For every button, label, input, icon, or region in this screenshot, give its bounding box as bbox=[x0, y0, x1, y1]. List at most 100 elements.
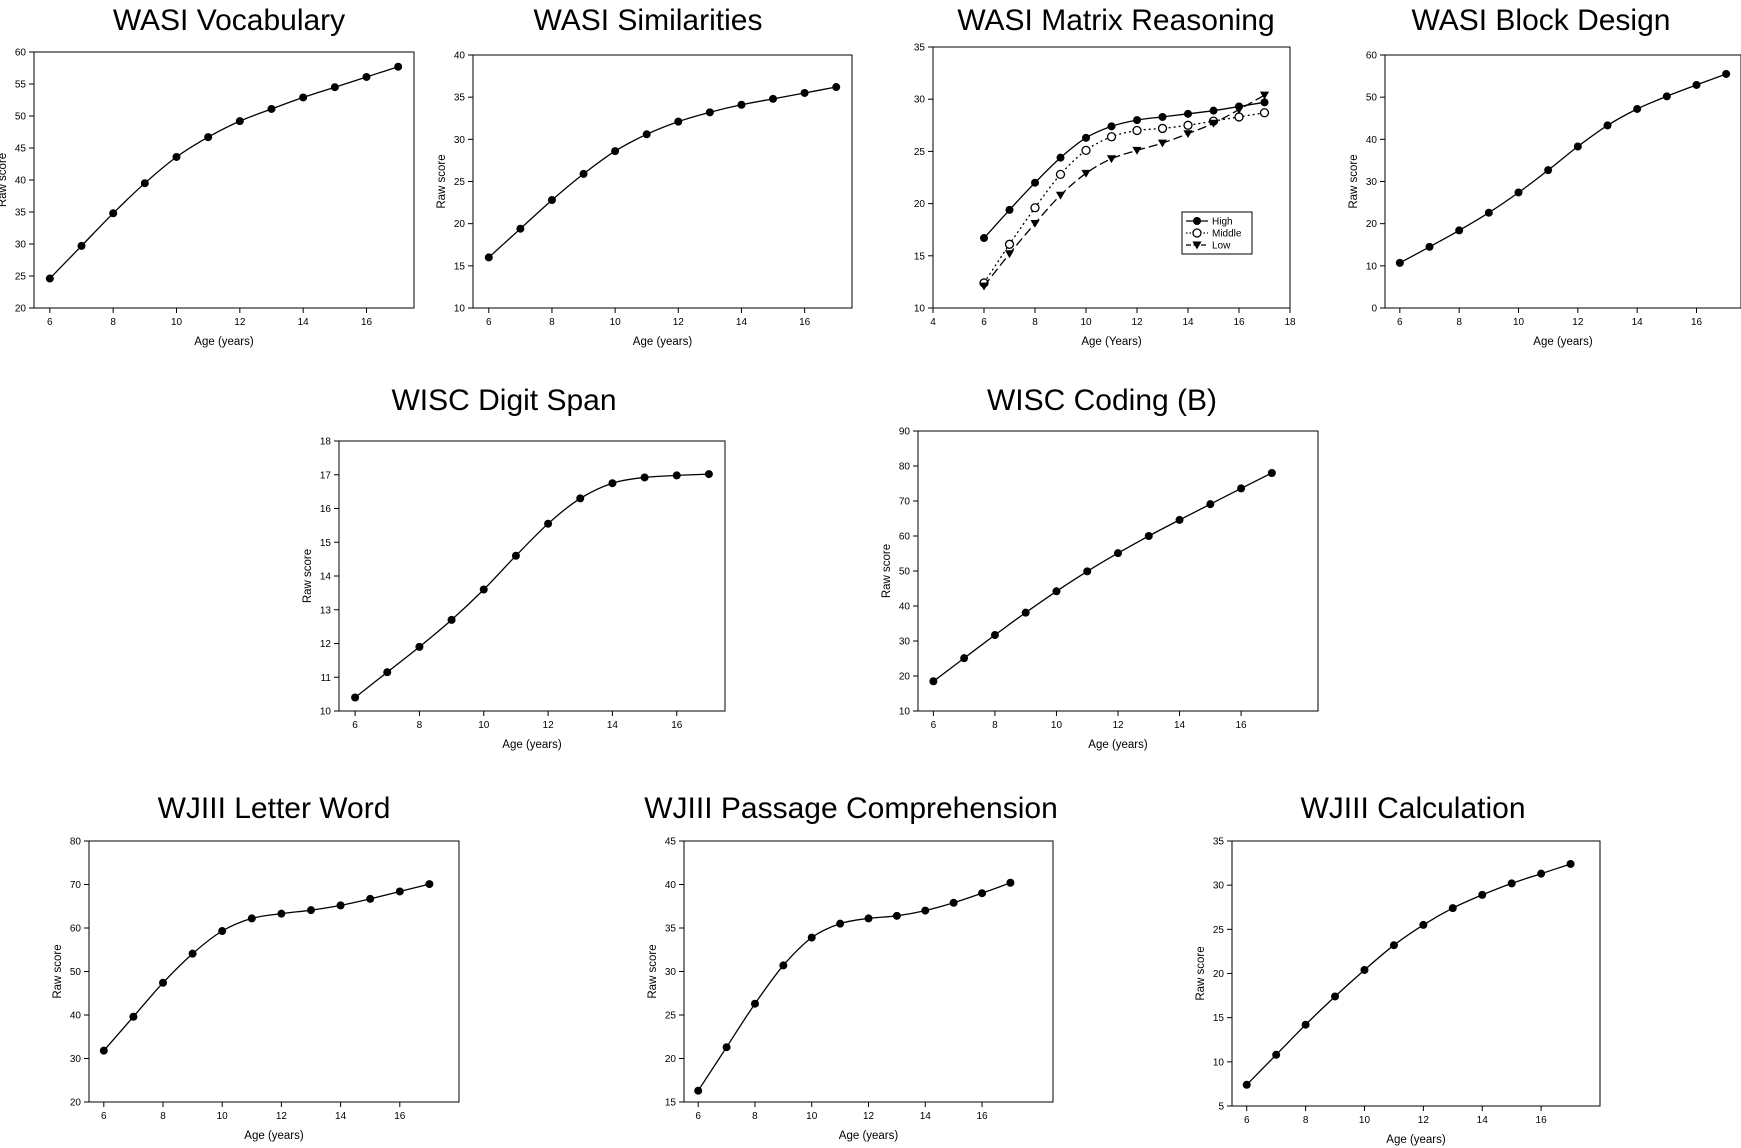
chart-panel: WASI Vocabulary 6 8 10 12 14 16 20 25 30 35 40 45 50 5… bbox=[0, 4, 415, 348]
data-point bbox=[1603, 121, 1612, 130]
data-point bbox=[1005, 205, 1014, 214]
y-tick-label: 50 bbox=[899, 567, 911, 578]
x-tick-label: 10 bbox=[1513, 317, 1525, 328]
x-tick-label: 16 bbox=[976, 1111, 988, 1122]
data-point bbox=[1272, 1050, 1281, 1059]
data-point bbox=[1158, 112, 1167, 121]
data-point bbox=[516, 224, 525, 233]
x-tick-label: 10 bbox=[806, 1111, 818, 1122]
x-tick-label: 16 bbox=[1233, 317, 1245, 328]
x-tick-label: 6 bbox=[47, 317, 53, 328]
chart-title: WJIII Passage Comprehension bbox=[644, 792, 1058, 825]
data-point bbox=[547, 196, 556, 205]
series-line bbox=[983, 94, 1265, 287]
x-tick-label: 8 bbox=[752, 1111, 758, 1122]
x-tick-label: 12 bbox=[1418, 1115, 1430, 1126]
data-point bbox=[1183, 130, 1193, 139]
chart-title: WASI Block Design bbox=[1412, 4, 1671, 37]
x-tick-label: 12 bbox=[1131, 317, 1143, 328]
data-point bbox=[99, 1046, 108, 1055]
data-point bbox=[77, 241, 86, 250]
x-tick-label: 8 bbox=[992, 720, 998, 731]
data-point bbox=[299, 93, 308, 102]
data-point bbox=[1107, 122, 1116, 131]
x-tick-label: 8 bbox=[549, 317, 555, 328]
data-point bbox=[1083, 567, 1092, 576]
y-tick-label: 60 bbox=[899, 532, 911, 543]
data-point bbox=[1455, 226, 1464, 235]
chart-panel: WJIII Letter Word 6 8 10 12 14 16 20 30 40 50 60 70 8… bbox=[52, 792, 460, 1142]
data-point bbox=[447, 615, 456, 624]
y-tick-label: 35 bbox=[665, 924, 677, 935]
data-point bbox=[235, 117, 244, 126]
y-tick-label: 10 bbox=[454, 304, 466, 315]
data-point bbox=[1267, 469, 1276, 477]
data-point bbox=[479, 585, 488, 594]
data-point bbox=[1633, 104, 1642, 113]
y-tick-label: 30 bbox=[15, 240, 27, 251]
legend-label: Low bbox=[1212, 241, 1231, 252]
x-tick-label: 14 bbox=[1632, 317, 1644, 328]
data-point bbox=[640, 473, 649, 482]
y-tick-label: 50 bbox=[15, 112, 27, 123]
y-tick-label: 20 bbox=[454, 219, 466, 230]
y-tick-label: 17 bbox=[320, 470, 332, 481]
data-point bbox=[330, 83, 339, 92]
data-point bbox=[109, 209, 118, 218]
data-point bbox=[1448, 904, 1457, 913]
x-axis-label: Age (years) bbox=[1386, 1134, 1446, 1146]
y-tick-label: 14 bbox=[320, 572, 332, 583]
data-point bbox=[611, 147, 620, 156]
x-tick-label: 10 bbox=[478, 720, 490, 731]
x-tick-label: 18 bbox=[1284, 317, 1296, 328]
chart-title: WJIII Letter Word bbox=[158, 792, 391, 825]
series-line bbox=[354, 473, 709, 699]
data-point bbox=[484, 253, 493, 262]
x-tick-label: 6 bbox=[981, 317, 987, 328]
x-tick-label: 8 bbox=[1303, 1115, 1309, 1126]
x-tick-label: 14 bbox=[1174, 720, 1186, 731]
data-point bbox=[1301, 1020, 1310, 1029]
y-tick-label: 40 bbox=[1366, 135, 1378, 146]
y-tick-label: 35 bbox=[1213, 837, 1225, 848]
data-point bbox=[892, 911, 901, 920]
y-tick-label: 30 bbox=[1213, 881, 1225, 892]
x-tick-label: 12 bbox=[863, 1111, 875, 1122]
chart-panel: WASI Similarities 6 8 10 12 14 16 10 15 20 25 30 35 4… bbox=[436, 4, 853, 348]
y-axis-label: Raw score bbox=[1348, 154, 1360, 208]
y-tick-label: 20 bbox=[914, 199, 926, 210]
y-tick-label: 80 bbox=[899, 462, 911, 473]
y-axis-label: Raw score bbox=[302, 549, 314, 603]
plot-frame bbox=[1384, 54, 1741, 309]
data-point bbox=[807, 933, 816, 942]
y-tick-label: 40 bbox=[15, 176, 27, 187]
legend-label: High bbox=[1212, 217, 1233, 228]
data-point bbox=[1331, 992, 1340, 1001]
y-tick-label: 60 bbox=[70, 924, 82, 935]
data-point bbox=[779, 961, 788, 970]
data-point bbox=[750, 999, 759, 1008]
data-point bbox=[1234, 106, 1244, 115]
data-point bbox=[45, 274, 54, 283]
data-point bbox=[1106, 132, 1117, 142]
data-point bbox=[1692, 80, 1701, 89]
data-point bbox=[1082, 133, 1090, 142]
x-axis-label: Age (years) bbox=[1533, 336, 1593, 348]
chart-title: WASI Matrix Reasoning bbox=[957, 4, 1274, 37]
data-point bbox=[511, 551, 520, 560]
data-point bbox=[1184, 109, 1192, 118]
data-point bbox=[1208, 119, 1219, 128]
series-line bbox=[103, 883, 430, 1052]
y-tick-label: 25 bbox=[1213, 925, 1225, 936]
data-point bbox=[836, 919, 845, 928]
x-tick-label: 14 bbox=[607, 720, 619, 731]
y-tick-label: 60 bbox=[15, 48, 27, 59]
data-point bbox=[1484, 208, 1493, 217]
y-tick-label: 10 bbox=[320, 707, 332, 718]
y-axis-label: Raw score bbox=[52, 944, 64, 998]
data-point bbox=[800, 88, 809, 97]
data-point bbox=[1030, 219, 1040, 228]
x-tick-label: 16 bbox=[671, 720, 683, 731]
